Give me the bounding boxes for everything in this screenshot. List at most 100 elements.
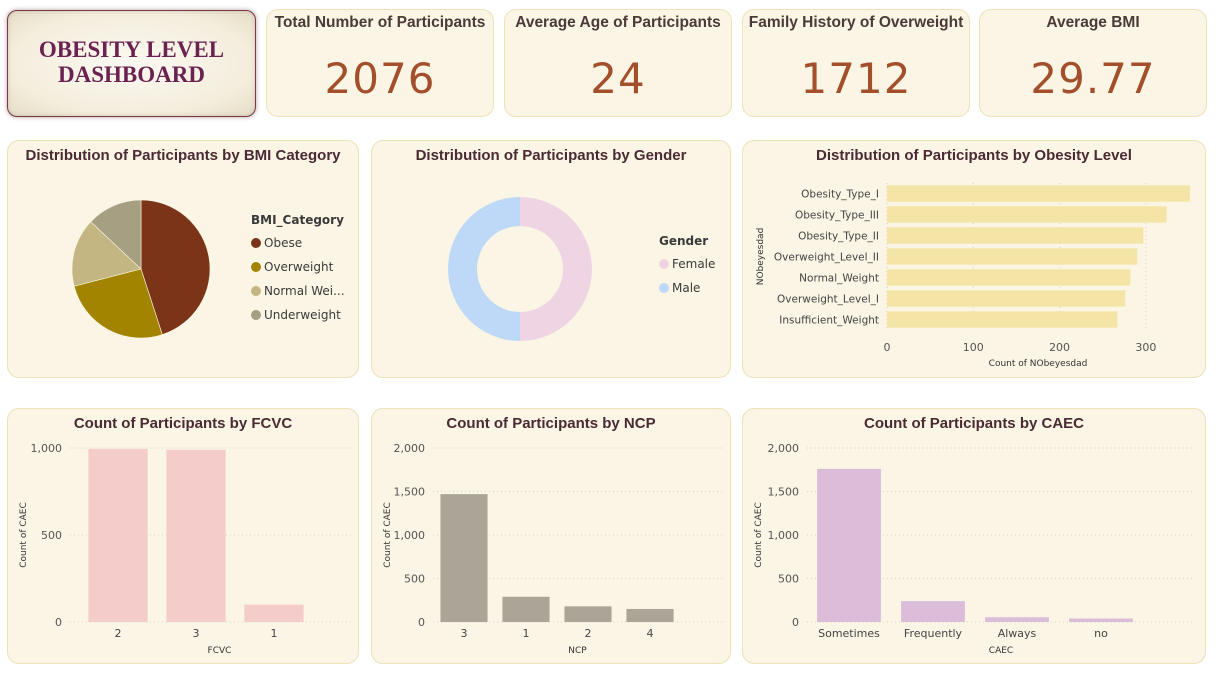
bar-obesity-type-i [887, 185, 1190, 202]
y-tick-label: 1,500 [394, 486, 426, 499]
legend-label: Overweight [264, 260, 334, 274]
chart-title: Distribution of Participants by BMI Cate… [25, 147, 341, 164]
bar-1 [502, 596, 550, 622]
bar-no [1069, 618, 1133, 622]
legend-item[interactable]: Female [659, 252, 715, 276]
bar-obesity-type-iii [887, 206, 1167, 223]
dashboard-title: OBESITY LEVEL DASHBOARD [38, 36, 225, 87]
dashboard-title-card: OBESITY LEVEL DASHBOARD [7, 10, 256, 117]
legend-label: Normal Wei... [264, 284, 345, 298]
legend-item[interactable]: Male [659, 276, 715, 300]
caec-bar-svg: 0 500 1,000 1,500 2,000 Sometimes Frequently Al… [754, 442, 1195, 656]
bar-sometimes [817, 468, 881, 622]
y-tick-label: 500 [778, 573, 799, 586]
bmi-category-pie-chart[interactable]: Distribution of Participants by BMI Cate… [7, 140, 359, 378]
bar-1 [244, 604, 304, 622]
y-axis-label: Count of CAEC [19, 502, 29, 568]
kpi-label: Total Number of Participants [274, 14, 486, 31]
chart-title: Distribution of Participants by Gender [415, 147, 687, 164]
y-category-label: Overweight_Level_I [777, 294, 879, 306]
legend-label: Male [672, 281, 701, 295]
pie-slice-overweight [73, 268, 163, 339]
fcvc-bar-chart[interactable]: Count of Participants by FCVC 0 500 1,000 2… [7, 408, 359, 664]
bar-frequently [901, 601, 965, 622]
legend-swatch [251, 238, 261, 248]
bar-overweight-level-ii [887, 248, 1138, 265]
obesity-level-bar-chart[interactable]: Distribution of Participants by Obesity … [742, 140, 1206, 378]
x-category-label: 3 [461, 627, 468, 640]
gender-donut-chart[interactable]: Distribution of Participants by Gender G… [371, 140, 731, 378]
ncp-bar-chart[interactable]: Count of Participants by NCP 0 500 1,000 1,… [371, 408, 731, 664]
bar-3 [166, 449, 226, 622]
x-category-label: 4 [647, 627, 654, 640]
kpi-label: Average Age of Participants [515, 14, 721, 31]
pie-slice-male [448, 197, 520, 341]
kpi-value: 24 [590, 54, 646, 103]
y-tick-label: 1,000 [31, 442, 63, 455]
caec-bar-chart[interactable]: Count of Participants by CAEC 0 500 1,000 1… [742, 408, 1206, 664]
kpi-label: Average BMI [1046, 14, 1140, 31]
legend-item[interactable]: Normal Wei... [251, 279, 345, 303]
gender-donut-svg [448, 197, 592, 341]
pie-slice-obese [140, 199, 211, 336]
y-category-label: Obesity_Type_I [801, 189, 879, 201]
y-tick-label: 2,000 [768, 442, 800, 455]
pie-slice-normal-wei- [71, 221, 142, 287]
chart-title: Count of Participants by FCVC [73, 415, 293, 432]
y-tick-label: 0 [55, 616, 62, 629]
y-category-label: Normal_Weight [799, 273, 879, 285]
x-category-label: 1 [523, 627, 530, 640]
x-axis-label: CAEC [989, 646, 1013, 656]
bar-2 [564, 606, 612, 622]
legend-item[interactable]: Overweight [251, 255, 345, 279]
x-axis-label: FCVC [208, 646, 232, 656]
y-tick-label: 1,000 [394, 529, 426, 542]
bar-4 [626, 608, 674, 622]
x-axis-label: NCP [568, 646, 587, 656]
kpi-card-total-participants[interactable]: Total Number of Participants 2076 [266, 9, 494, 117]
x-category-label: 3 [193, 627, 200, 640]
chart-title: Distribution of Participants by Obesity … [816, 147, 1132, 164]
bmi-legend: BMI_Category Obese Overweight Normal Wei… [251, 213, 345, 327]
legend-item[interactable]: Underweight [251, 303, 345, 327]
bar-overweight-level-i [887, 290, 1126, 307]
x-category-label: no [1094, 627, 1108, 640]
fcvc-bar-svg: 0 500 1,000 2 3 1 FCVC Count of CAEC [19, 442, 351, 656]
chart-title: Count of Participants by NCP [446, 415, 656, 432]
legend-item[interactable]: Obese [251, 231, 345, 255]
y-tick-label: 2,000 [394, 442, 426, 455]
legend-label: Obese [264, 236, 303, 250]
y-axis-label: NObeyesdad [756, 228, 766, 286]
y-category-label: Overweight_Level_II [774, 252, 879, 264]
legend-swatch [659, 283, 669, 293]
y-tick-label: 500 [404, 573, 425, 586]
legend-label: Female [672, 257, 716, 271]
bmi-pie-svg [71, 199, 211, 339]
legend-swatch [659, 259, 669, 269]
y-axis-label: Count of CAEC [754, 502, 764, 568]
chart-title: Count of Participants by CAEC [863, 415, 1084, 432]
bar-2 [88, 448, 148, 622]
kpi-card-average-age[interactable]: Average Age of Participants 24 [504, 9, 732, 117]
legend-label: Underweight [264, 308, 341, 322]
bar-always [985, 617, 1049, 622]
y-category-label: Obesity_Type_III [795, 210, 879, 222]
legend-swatch [251, 310, 261, 320]
kpi-card-family-history[interactable]: Family History of Overweight 1712 [742, 9, 970, 117]
x-category-label: Sometimes [818, 627, 880, 640]
y-category-label: Insufficient_Weight [779, 315, 879, 327]
bar-obesity-type-ii [887, 227, 1144, 244]
y-tick-label: 1,500 [768, 486, 800, 499]
kpi-card-average-bmi[interactable]: Average BMI 29.77 [979, 9, 1207, 117]
y-tick-label: 1,000 [768, 529, 800, 542]
y-tick-label: 0 [418, 616, 425, 629]
x-category-label: 1 [271, 627, 278, 640]
legend-swatch [251, 262, 261, 272]
bar-normal-weight [887, 269, 1131, 286]
kpi-value: 1712 [800, 54, 912, 103]
obesity-bar-svg: 0 100 200 300Obesity_Type_IObesity_Type_III… [756, 183, 1190, 369]
y-category-label: Obesity_Type_II [798, 231, 879, 243]
y-tick-label: 0 [792, 616, 799, 629]
kpi-value: 2076 [324, 54, 436, 103]
gender-legend: Gender Female Male [659, 234, 715, 300]
